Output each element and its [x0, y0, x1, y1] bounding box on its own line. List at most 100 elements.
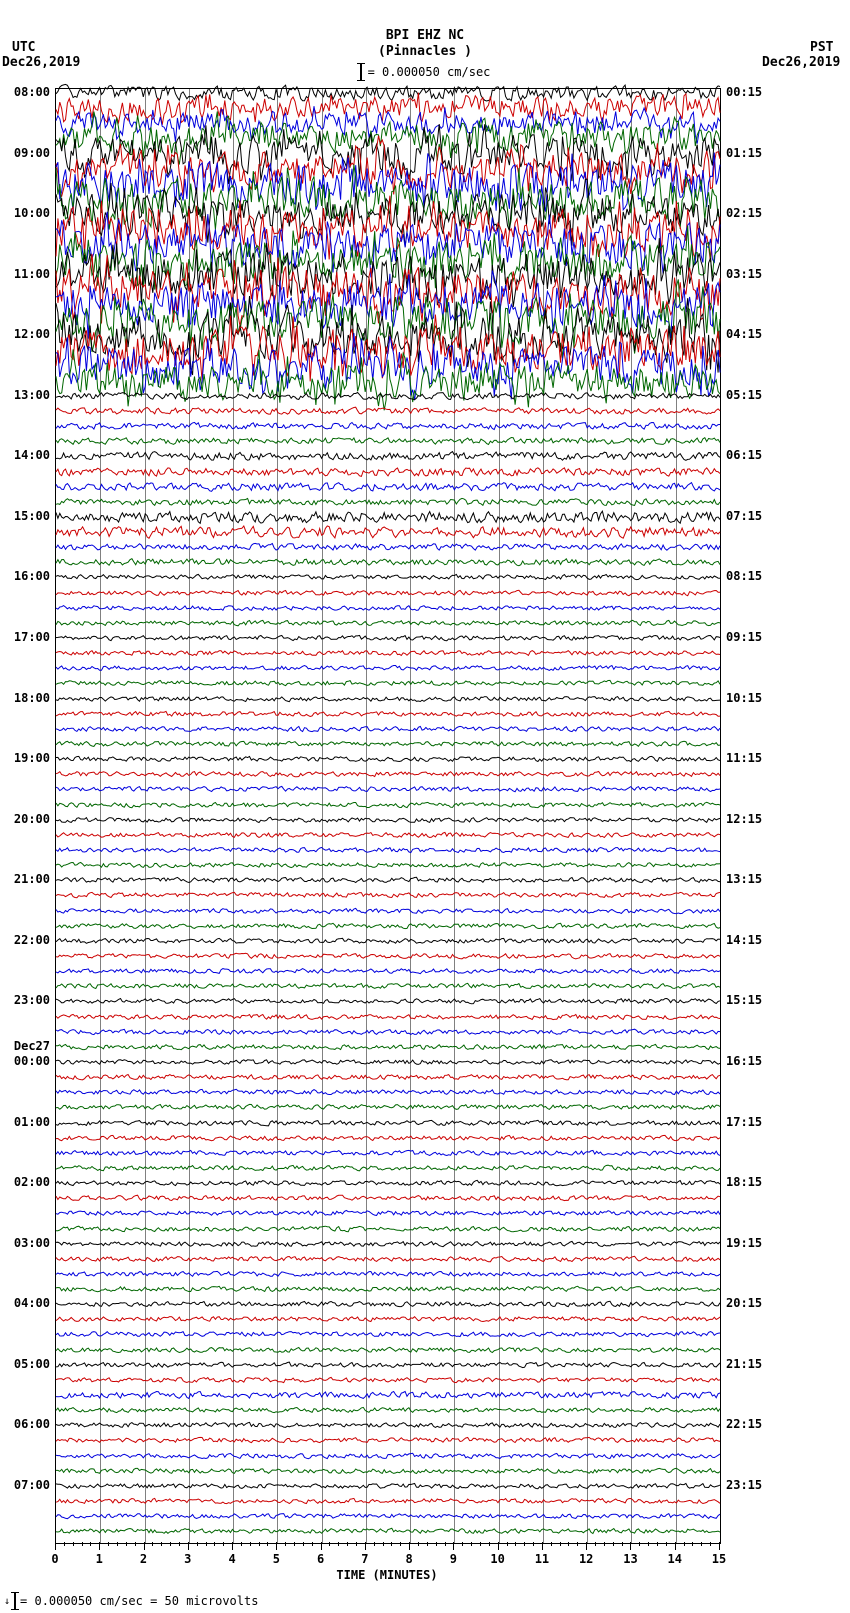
- utc-hour-label: 01:00: [14, 1115, 50, 1129]
- seismic-trace: [56, 1193, 720, 1203]
- pst-hour-label: 02:15: [726, 206, 762, 220]
- seismic-trace: [56, 260, 720, 320]
- seismic-trace: [56, 449, 720, 463]
- seismic-trace: [56, 203, 720, 255]
- seismic-trace: [56, 1481, 720, 1491]
- seismic-trace: [56, 1420, 720, 1430]
- seismic-trace: [56, 305, 720, 365]
- pst-hour-label: 13:15: [726, 872, 762, 886]
- x-axis: TIME (MINUTES) 0123456789101112131415: [55, 1542, 719, 1582]
- seismic-trace: [56, 1072, 720, 1082]
- x-tick-label: 12: [579, 1552, 593, 1566]
- seismic-trace: [56, 82, 720, 104]
- pst-hour-label: 00:15: [726, 85, 762, 99]
- scale-bar-icon: [14, 1592, 16, 1610]
- seismic-trace: [56, 216, 720, 272]
- seismic-trace: [56, 1451, 720, 1461]
- pst-hour-label: 04:15: [726, 327, 762, 341]
- day-break-label: Dec27: [14, 1039, 50, 1053]
- chart-header: BPI EHZ NC (Pinnacles ) = 0.000050 cm/se…: [0, 0, 850, 81]
- utc-hour-label: 20:00: [14, 812, 50, 826]
- seismic-trace: [56, 357, 720, 405]
- seismic-trace: [56, 405, 720, 417]
- seismic-trace: [56, 556, 720, 568]
- tz-right: PST: [810, 40, 833, 55]
- seismic-trace: [56, 1526, 720, 1536]
- seismic-trace: [56, 1012, 720, 1022]
- seismic-trace: [56, 1314, 720, 1324]
- seismic-trace: [56, 1299, 720, 1309]
- seismic-trace: [56, 830, 720, 840]
- seismic-trace: [56, 1042, 720, 1052]
- seismic-trace: [56, 320, 720, 380]
- seismic-trace: [56, 145, 720, 193]
- utc-hour-label: 21:00: [14, 872, 50, 886]
- seismic-trace: [56, 784, 720, 794]
- seismic-trace: [56, 1375, 720, 1385]
- seismic-trace: [56, 496, 720, 508]
- pst-hour-label: 12:15: [726, 812, 762, 826]
- seismic-trace: [56, 875, 720, 885]
- seismic-trace: [56, 845, 720, 855]
- seismic-trace: [56, 480, 720, 494]
- seismic-trace: [56, 1389, 720, 1401]
- seismic-trace: [56, 906, 720, 916]
- seismic-trace: [56, 1133, 720, 1143]
- utc-hour-label: 10:00: [14, 206, 50, 220]
- seismogram-container: BPI EHZ NC (Pinnacles ) = 0.000050 cm/se…: [0, 0, 850, 1613]
- seismic-trace: [56, 435, 720, 447]
- utc-hour-label: 17:00: [14, 630, 50, 644]
- seismic-trace: [56, 603, 720, 613]
- seismic-trace: [56, 1269, 720, 1279]
- seismic-trace: [56, 1239, 720, 1249]
- pst-hour-label: 22:15: [726, 1417, 762, 1431]
- seismic-trace: [56, 694, 720, 704]
- utc-hour-label: 04:00: [14, 1296, 50, 1310]
- seismic-trace: [56, 588, 720, 598]
- utc-hour-label: 06:00: [14, 1417, 50, 1431]
- seismic-trace: [56, 1163, 720, 1173]
- x-tick-label: 9: [450, 1552, 457, 1566]
- x-tick-label: 5: [273, 1552, 280, 1566]
- pst-hour-label: 14:15: [726, 933, 762, 947]
- seismic-trace: [56, 171, 720, 227]
- x-tick-label: 7: [361, 1552, 368, 1566]
- seismic-trace: [56, 1405, 720, 1415]
- seismic-trace: [56, 572, 720, 582]
- seismic-trace: [56, 1435, 720, 1445]
- pst-hour-label: 19:15: [726, 1236, 762, 1250]
- utc-hour-label: 12:00: [14, 327, 50, 341]
- date-right: Dec26,2019: [762, 55, 840, 70]
- footer-text: = 0.000050 cm/sec = 50 microvolts: [20, 1594, 258, 1608]
- utc-hour-label: 07:00: [14, 1478, 50, 1492]
- seismic-trace: [56, 1224, 720, 1234]
- utc-hour-label: 15:00: [14, 509, 50, 523]
- seismic-trace: [56, 996, 720, 1006]
- seismic-trace: [56, 724, 720, 734]
- utc-hour-label: 16:00: [14, 569, 50, 583]
- pst-hour-label: 07:15: [726, 509, 762, 523]
- utc-hour-label: 00:00: [14, 1054, 50, 1068]
- seismic-trace: [56, 921, 720, 931]
- seismic-trace: [56, 951, 720, 961]
- seismic-trace: [56, 130, 720, 178]
- seismic-trace: [56, 860, 720, 870]
- pst-hour-label: 08:15: [726, 569, 762, 583]
- date-left: Dec26,2019: [2, 55, 80, 70]
- x-tick-label: 4: [228, 1552, 235, 1566]
- pst-hour-label: 17:15: [726, 1115, 762, 1129]
- seismic-trace: [56, 678, 720, 688]
- x-tick-label: 6: [317, 1552, 324, 1566]
- utc-hour-label: 13:00: [14, 388, 50, 402]
- footer-prefix: ↓: [4, 1596, 10, 1607]
- utc-hour-label: 02:00: [14, 1175, 50, 1189]
- pst-hour-label: 05:15: [726, 388, 762, 402]
- scale-bar-icon: [360, 63, 362, 81]
- utc-hour-label: 22:00: [14, 933, 50, 947]
- x-tick-label: 0: [51, 1552, 58, 1566]
- seismic-trace: [56, 890, 720, 900]
- utc-hour-label: 03:00: [14, 1236, 50, 1250]
- seismic-trace: [56, 981, 720, 991]
- seismic-trace: [56, 1329, 720, 1339]
- seismic-trace: [56, 1254, 720, 1264]
